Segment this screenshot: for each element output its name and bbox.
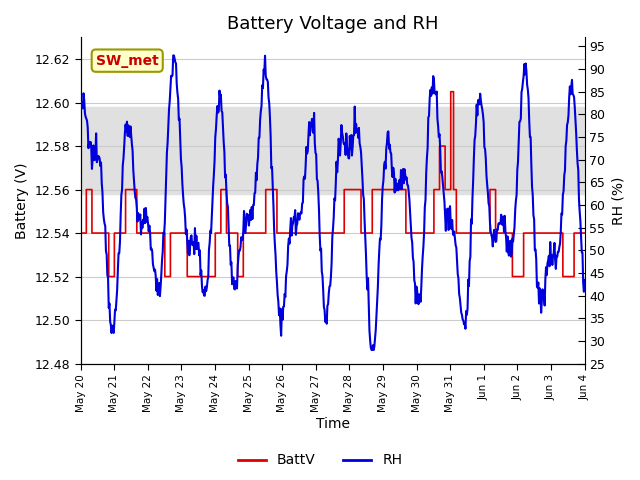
Legend: BattV, RH: BattV, RH <box>232 448 408 473</box>
Text: SW_met: SW_met <box>96 54 159 68</box>
X-axis label: Time: Time <box>316 418 349 432</box>
Bar <box>81 107 584 194</box>
Y-axis label: Battery (V): Battery (V) <box>15 162 29 239</box>
Title: Battery Voltage and RH: Battery Voltage and RH <box>227 15 438 33</box>
Y-axis label: RH (%): RH (%) <box>611 176 625 225</box>
